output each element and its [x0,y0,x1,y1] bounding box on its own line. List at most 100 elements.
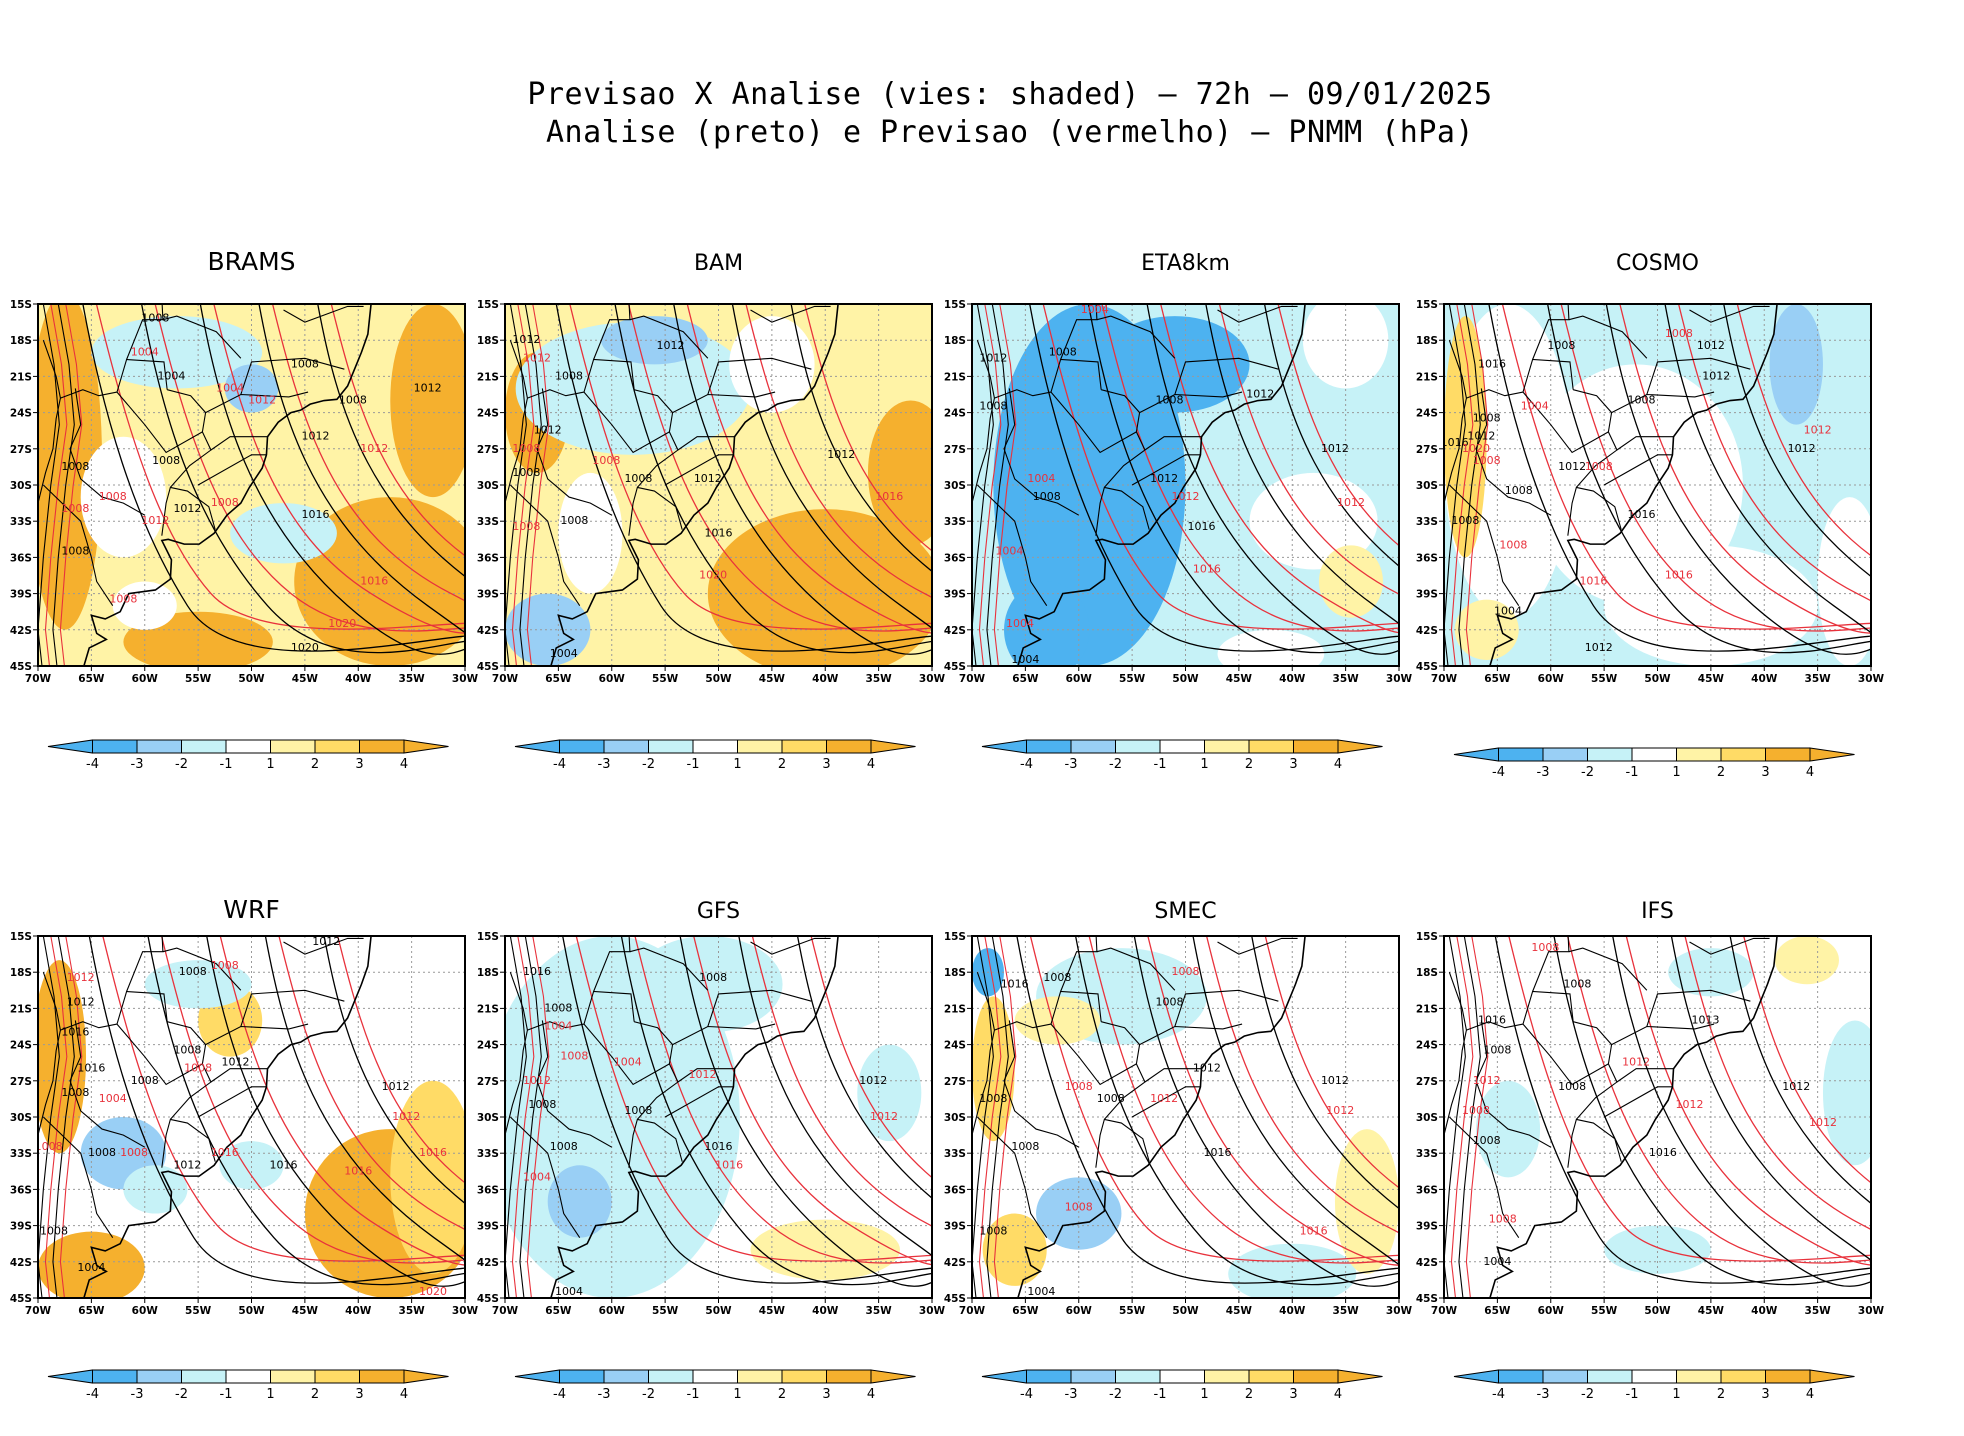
colorbar-segment [1070,739,1116,754]
isobar-andes [978,304,1002,666]
analysis-contour-label: 1008 [555,369,583,382]
colorbar-arrow-right [1337,739,1383,754]
lat-tick-label: 21S [477,1003,499,1015]
panel-title: SMEC [1154,899,1216,924]
colorbar-segment [1631,747,1677,762]
colorbar-arrow-right [870,739,916,754]
lat-tick-label: 36S [1416,1184,1438,1196]
country-border [126,936,164,992]
isobar-andes [1450,936,1474,1298]
isobar-forecast [1218,304,1399,595]
colorbar-segment [1498,1369,1544,1384]
analysis-contour-label: 1012 [1697,339,1725,352]
forecast-contour-label: 1008 [512,520,540,533]
colorbar-segment [559,1369,605,1384]
lat-tick-label: 33S [1416,1148,1438,1160]
lon-tick-label: 55W [185,673,212,685]
lat-tick-label: 30S [1416,1112,1438,1124]
colorbar-segment [781,739,827,754]
isobar-analysis [1723,304,1871,578]
lon-tick-label: 50W [1172,1305,1199,1317]
isobar-analysis [1664,304,1871,634]
lat-tick-label: 30S [10,1112,32,1124]
colorbar-segment [270,739,316,754]
country-border [976,1116,1048,1238]
bias-region-weak-neg [633,936,783,1033]
colorbar-tick-label: 3 [355,1387,363,1402]
isobar-forecast [686,304,932,634]
lat-tick-label: 42S [944,1257,966,1269]
lat-tick-label: 36S [1416,552,1438,564]
lon-tick-label: 70W [492,1305,519,1317]
country-border [527,389,585,399]
coastline [1017,304,1307,666]
isobar-analysis [1016,936,1399,1284]
lat-tick-label: 33S [10,516,32,528]
map-panel-smec: SMEC 1016 1008 1008 1008 1012 1012 1008 1008 1016… [944,899,1413,1402]
forecast-contour-label: 1020 [328,617,356,630]
colorbar-tick-label: 2 [1245,1387,1253,1402]
colorbar-arrow-left [514,739,560,754]
isobar-forecast [693,936,932,1266]
lat-tick-label: 42S [1416,625,1438,637]
forecast-contour-label: 1012 [141,514,169,527]
colorbar-segment [136,1369,182,1384]
lat-tick-label: 24S [10,1040,32,1052]
lat-tick-label: 45S [477,1293,499,1305]
forecast-contour-label: 1004 [99,1092,127,1105]
colorbar-arrow-left [981,1369,1027,1384]
colorbar-segment [692,1369,738,1384]
country-border [1174,989,1279,1027]
analysis-contour-label: 1004 [1494,605,1522,618]
analysis-contour-label: 1012 [1321,1074,1349,1087]
lon-tick-label: 60W [1066,1305,1093,1317]
lon-tick-label: 30W [919,673,946,685]
analysis-contour-label: 1020 [291,641,319,654]
bias-region-neutral [1529,364,1743,606]
colorbar-tick-label: 4 [400,1387,408,1402]
isobar-analysis [1729,936,1871,1205]
country-border [994,389,1052,399]
forecast-contour-label: 1016 [715,1158,743,1171]
isobar-analysis [206,936,465,1287]
forecast-contour-label: 1008 [1489,1213,1517,1226]
analysis-contour-label: 1016 [1649,1146,1677,1159]
forecast-contour-label: 1012 [1622,1056,1650,1069]
analysis-contour-label: 1016 [705,1140,733,1153]
analysis-contour-label: 1008 [1011,1140,1039,1153]
lat-tick-label: 21S [944,371,966,383]
lon-tick-label: 55W [1591,673,1618,685]
lat-tick-label: 15S [477,931,499,943]
coastline [1489,936,1779,1298]
isobar-forecast [330,304,465,557]
lon-tick-label: 45W [292,1305,319,1317]
coastline [83,936,373,1298]
country-border [42,1116,114,1238]
colorbar-tick-label: 4 [1806,765,1814,780]
analysis-contour-label: 1012 [1193,1062,1221,1075]
colorbar-segment [648,1369,694,1384]
bias-region-strong-pos [390,304,465,498]
country-border [583,990,670,1086]
map-panel-eta8km: ETA8km 1012 1008 1008 1008 1012 1012 1012 1008 10… [944,251,1413,772]
isobar-andes [505,304,527,666]
lat-tick-label: 21S [1416,1003,1438,1015]
lat-tick-label: 21S [944,1003,966,1015]
country-border [1532,304,1570,360]
colorbar-segment [1587,747,1633,762]
isobar-andes [972,304,994,666]
isobar-analysis [673,304,932,655]
forecast-contour-label: 1008 [184,1062,212,1075]
country-border [1466,389,1524,399]
analysis-contour-label: 1008 [88,1146,116,1159]
isobar-forecast [745,304,932,599]
colorbar-arrow-right [1809,747,1855,762]
colorbar-segment [1293,739,1339,754]
colorbar-tick-label: -1 [687,1387,700,1402]
bias-region-neutral [558,472,623,594]
forecast-contour-label: 1012 [392,1110,420,1123]
analysis-contour-label: 1008 [512,466,540,479]
lat-tick-label: 39S [10,1221,32,1233]
lon-tick-label: 35W [1333,1305,1360,1317]
country-border [972,340,995,537]
